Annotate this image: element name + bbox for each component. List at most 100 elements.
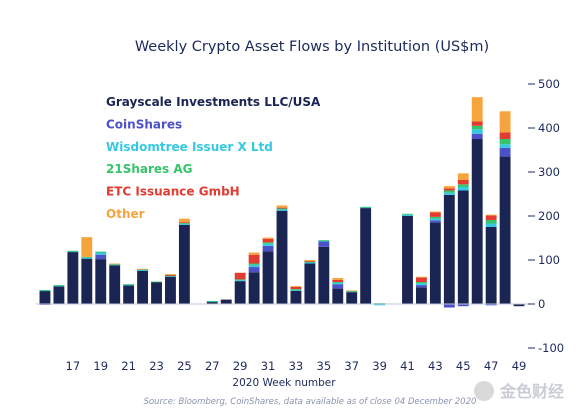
bar-segment-etc-week-47 <box>485 215 497 220</box>
bar-segment-grayscale-week-35 <box>318 246 330 304</box>
bar-segment-wisdomtree-week-39 <box>374 304 386 306</box>
bar-segment-wisdomtree-week-27 <box>206 301 218 303</box>
bar-segment-grayscale-week-21 <box>123 285 135 304</box>
bar-segment-wisdomtree-week-21 <box>123 284 135 286</box>
bar-segment-grayscale-week-41 <box>402 216 413 304</box>
x-tick-label: 31 <box>261 359 276 373</box>
bar-segment-wisdomtree-week-43 <box>429 218 441 221</box>
watermark-coin-icon <box>474 381 494 401</box>
x-tick-label: 45 <box>456 359 471 373</box>
bar-segment-wisdomtree-week-17 <box>67 251 79 253</box>
x-tick-label: 37 <box>344 359 359 373</box>
bar-segment-other-week-20 <box>109 263 121 265</box>
bar-segment-grayscale-week-18 <box>81 258 93 304</box>
x-tick-label: 29 <box>233 359 248 373</box>
bar-segment-other-week-33 <box>290 285 302 287</box>
bar-segment-wisdomtree-week-48 <box>499 144 511 148</box>
bar-segment-wisdomtree-week-35 <box>318 240 330 242</box>
x-tick-label: 47 <box>484 359 499 373</box>
bar-segment-other-week-22 <box>137 268 149 270</box>
bar-segment-wisdomtree-week-37 <box>346 291 358 293</box>
bar-segment-grayscale-week-32 <box>276 210 288 304</box>
bar-segment-other-week-44 <box>443 186 455 189</box>
x-tick-label: 21 <box>121 359 136 373</box>
bar-segment-grayscale-week-17 <box>67 252 79 304</box>
bar-segment-shares21-week-38 <box>360 206 372 208</box>
bar-segment-other-week-45 <box>457 173 469 180</box>
legend-entry-etc: ETC Issuance GmbH <box>106 185 240 199</box>
bar-segment-grayscale-week-16 <box>53 286 65 304</box>
x-tick-label: 27 <box>205 359 220 373</box>
bar-segment-wisdomtree-week-24 <box>165 275 176 277</box>
bar-segment-grayscale-week-46 <box>471 139 483 304</box>
legend-entry-grayscale: Grayscale Investments LLC/USA <box>106 95 321 109</box>
bar-segment-shares21-week-42 <box>415 282 427 284</box>
bar-segment-grayscale-week-15 <box>39 290 51 304</box>
bar-segment-grayscale-week-49 <box>513 304 525 307</box>
bar-segment-coinshares-week-30 <box>248 267 260 273</box>
bar-segment-grayscale-week-22 <box>137 271 149 304</box>
bar-segment-other-week-46 <box>471 97 483 122</box>
bar-segment-shares21-week-43 <box>429 216 441 219</box>
bar-segment-grayscale-week-43 <box>429 222 441 304</box>
bar-segment-grayscale-week-34 <box>304 263 316 304</box>
bar-segment-shares21-week-45 <box>457 184 469 187</box>
y-tick-label: -100 <box>538 341 564 355</box>
bar-segment-grayscale-week-36 <box>332 288 344 304</box>
bar-segment-shares21-week-41 <box>402 213 413 215</box>
bar-segment-grayscale-week-24 <box>165 276 176 304</box>
bar-segment-shares21-week-31 <box>262 242 274 244</box>
bar-segment-shares21-week-47 <box>485 219 497 224</box>
bar-segment-coinshares-week-42 <box>415 285 427 288</box>
bar-segment-wisdomtree-week-30 <box>248 264 260 268</box>
bar-segment-coinshares-week-36 <box>332 284 344 289</box>
bar-segment-grayscale-week-44 <box>443 194 455 304</box>
bar-segment-coinshares-week-19 <box>95 254 107 260</box>
bar-segment-grayscale-week-45 <box>457 190 469 304</box>
legend-entry-coinshares: CoinShares <box>106 117 182 131</box>
bar-segment-wisdomtree-week-33 <box>290 289 302 291</box>
bar-segment-other-week-47 <box>485 214 497 216</box>
y-tick-label: 300 <box>538 165 560 179</box>
bar-segment-grayscale-week-47 <box>485 227 497 304</box>
bar-segment-wisdomtree-week-29 <box>234 280 246 282</box>
y-tick-label: 500 <box>538 77 560 91</box>
bar-segment-wisdomtree-week-19 <box>95 252 107 255</box>
bar-segment-grayscale-week-27 <box>206 301 218 304</box>
bar-segment-grayscale-week-31 <box>262 251 274 304</box>
x-tick-label: 35 <box>317 359 332 373</box>
bar-segment-coinshares-week-46 <box>471 133 483 139</box>
bar-segment-shares21-week-20 <box>109 263 121 265</box>
bar-segment-etc-week-48 <box>499 132 511 139</box>
bar-segment-other-week-48 <box>499 111 511 133</box>
bar-segment-shares21-week-35 <box>318 240 330 241</box>
bar-segment-wisdomtree-week-47 <box>485 223 497 227</box>
chart-title: Weekly Crypto Asset Flows by Institution… <box>135 39 489 55</box>
y-tick-label: 200 <box>538 209 560 223</box>
bar-segment-wisdomtree-week-45 <box>457 186 469 191</box>
bar-segment-etc-week-25 <box>178 222 190 224</box>
bar-segment-coinshares-week-31 <box>262 245 274 252</box>
bar-segment-etc-week-34 <box>304 260 316 262</box>
x-tick-label: 25 <box>177 359 192 373</box>
bar-segment-shares21-week-29 <box>234 279 246 281</box>
bar-segment-coinshares-week-44 <box>443 304 455 308</box>
y-tick-label: 0 <box>538 297 545 311</box>
bar-segment-etc-week-43 <box>429 212 441 217</box>
bar-segment-wisdomtree-week-34 <box>304 262 316 264</box>
legend: Grayscale Investments LLC/USA CoinShares W… <box>106 95 321 221</box>
legend-entry-shares21: 21Shares AG <box>106 162 193 176</box>
bar-segment-shares21-week-33 <box>290 289 302 290</box>
bar-segment-shares21-week-48 <box>499 139 511 145</box>
bar-segment-shares21-week-15 <box>39 289 51 291</box>
x-tick-label: 23 <box>149 359 164 373</box>
bar-segment-grayscale-week-42 <box>415 287 427 304</box>
bar-segment-grayscale-week-30 <box>248 272 260 304</box>
bar-segment-shares21-week-23 <box>151 281 162 283</box>
bar-segment-grayscale-week-28 <box>220 299 232 304</box>
bar-segment-other-week-42 <box>415 276 427 278</box>
bar-segment-wisdomtree-week-38 <box>360 207 372 209</box>
bar-segment-other-week-43 <box>429 211 441 213</box>
bar-segment-etc-week-44 <box>443 188 455 191</box>
bar-segment-grayscale-week-33 <box>290 290 302 304</box>
